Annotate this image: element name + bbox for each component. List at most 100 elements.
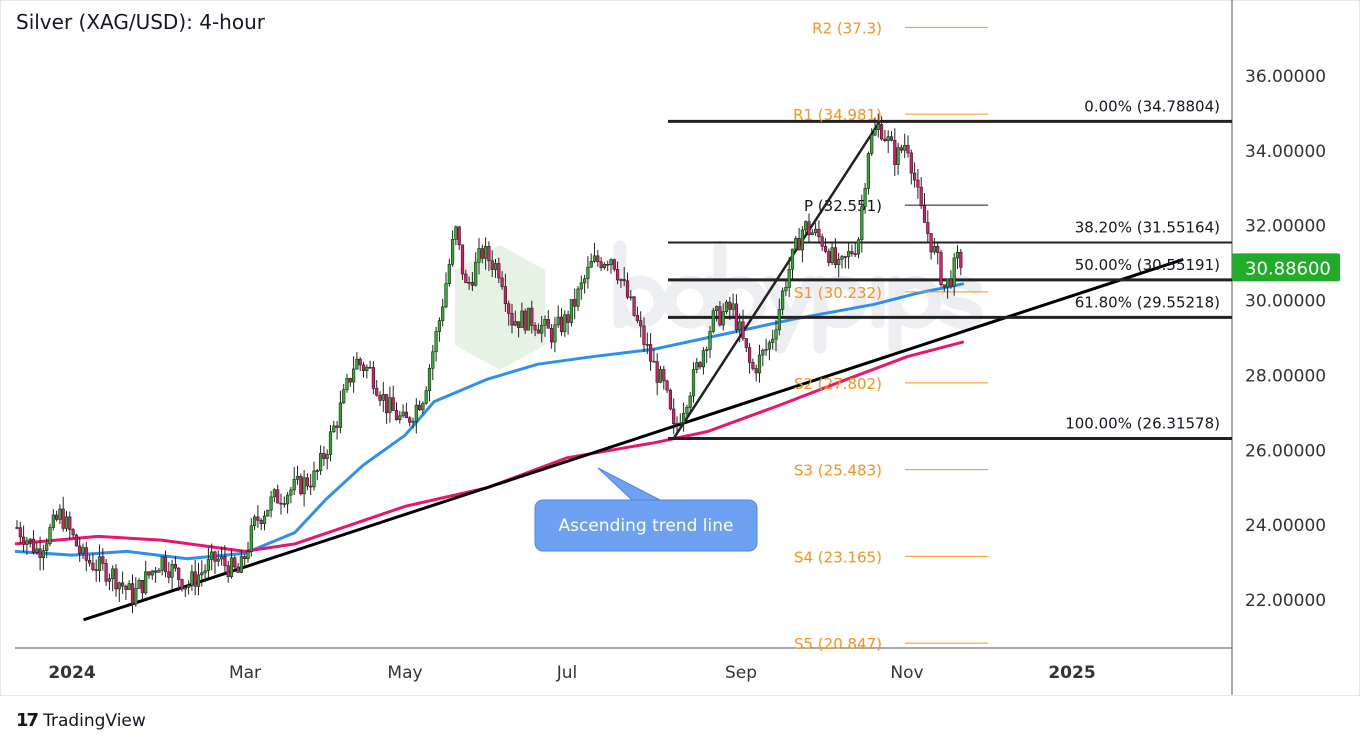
candle-body xyxy=(642,325,646,345)
candle-body xyxy=(157,569,161,573)
candle-body xyxy=(658,369,663,383)
candle-body xyxy=(942,284,946,288)
candle-body xyxy=(154,570,158,573)
candle-body xyxy=(856,239,861,255)
candle-body xyxy=(295,475,300,480)
candle-body xyxy=(480,248,484,259)
candle-body xyxy=(582,278,587,284)
candle-body xyxy=(784,287,788,292)
candle-body xyxy=(823,246,828,252)
candle-body xyxy=(309,485,313,488)
candle-body xyxy=(721,311,725,326)
candle-body xyxy=(239,556,244,573)
candle-body xyxy=(391,397,395,411)
candle-body xyxy=(744,338,748,348)
time-tick-label: 2025 xyxy=(1048,663,1095,683)
tradingview-brand[interactable]: 17 TradingView xyxy=(16,710,146,731)
candle-body xyxy=(58,508,62,520)
pivot-label: P (32.551) xyxy=(804,197,882,215)
candle-body xyxy=(777,309,781,331)
candle-body xyxy=(348,378,352,383)
candle-body xyxy=(114,568,118,590)
candle-body xyxy=(926,222,930,234)
candle-body xyxy=(672,408,676,424)
candle-body xyxy=(866,153,870,189)
candle-body xyxy=(681,412,686,424)
candle-body xyxy=(45,543,49,551)
candle-body xyxy=(97,556,102,571)
candle-body xyxy=(724,301,729,312)
candle-body xyxy=(335,425,339,428)
candle-body xyxy=(38,548,42,558)
candle-body xyxy=(183,587,187,590)
candle-body xyxy=(262,515,267,525)
candle-body xyxy=(556,316,560,326)
candle-body xyxy=(332,425,336,433)
candle-body xyxy=(253,516,257,527)
time-tick-label: Jul xyxy=(556,663,578,683)
candle-body xyxy=(797,237,801,251)
callout-box[interactable] xyxy=(534,499,758,552)
candle-body xyxy=(609,259,613,266)
callout-pointer xyxy=(597,467,661,501)
candle-body xyxy=(959,251,963,268)
candle-body xyxy=(602,264,606,268)
candle-body xyxy=(411,420,415,423)
candle-body xyxy=(282,503,286,505)
candle-body xyxy=(807,221,811,235)
candle-body xyxy=(223,556,227,567)
candle-body xyxy=(559,316,564,333)
candle-body xyxy=(15,527,19,529)
candle-body xyxy=(889,136,894,141)
candle-body xyxy=(246,551,250,559)
candle-body xyxy=(639,320,643,327)
candle-body xyxy=(576,288,580,307)
candle-body xyxy=(351,368,356,383)
candle-body xyxy=(691,369,696,397)
candle-body xyxy=(929,233,933,253)
candle-body xyxy=(269,496,273,511)
candle-body xyxy=(543,318,547,326)
candle-body xyxy=(91,562,95,570)
candle-body xyxy=(734,303,738,330)
candle-body xyxy=(774,329,778,340)
candle-body xyxy=(292,479,296,491)
last-price-label: 30.88600 xyxy=(1245,258,1331,279)
candle-body xyxy=(820,236,824,247)
moving-average-pink xyxy=(14,340,965,553)
watermark-glyph xyxy=(773,275,817,354)
candle-body xyxy=(180,579,184,590)
candle-body xyxy=(325,454,329,459)
candle-body xyxy=(216,558,220,562)
candle-body xyxy=(883,138,887,141)
candle-body xyxy=(150,570,154,576)
candle-body xyxy=(629,296,633,299)
chart-title: Silver (XAG/USD): 4-hour xyxy=(16,10,265,34)
candle-body xyxy=(705,349,709,351)
candle-body xyxy=(932,245,936,253)
candle-body xyxy=(635,314,639,321)
candle-body xyxy=(536,329,540,334)
candle-body xyxy=(187,584,191,588)
candle-body xyxy=(955,251,960,259)
candle-body xyxy=(437,320,442,332)
tradingview-label: TradingView xyxy=(43,710,146,731)
candle-body xyxy=(206,559,211,572)
candle-body xyxy=(200,572,204,576)
candle-body xyxy=(546,318,550,329)
price-tick-label: 36.00000 xyxy=(1245,67,1326,87)
fib-swing-line[interactable] xyxy=(672,120,881,440)
candle-body xyxy=(899,147,903,151)
candle-body xyxy=(794,237,798,250)
moving-average-blue xyxy=(14,282,965,561)
candle-body xyxy=(450,238,455,265)
candle-body xyxy=(912,172,917,181)
candle-body xyxy=(104,562,108,582)
ascending-trend-line[interactable] xyxy=(83,257,1184,622)
candle-body xyxy=(233,557,237,568)
candle-body xyxy=(414,404,418,422)
candle-body xyxy=(203,570,207,574)
candle-body xyxy=(167,571,171,578)
pivot-label: S1 (30.232) xyxy=(794,284,882,302)
